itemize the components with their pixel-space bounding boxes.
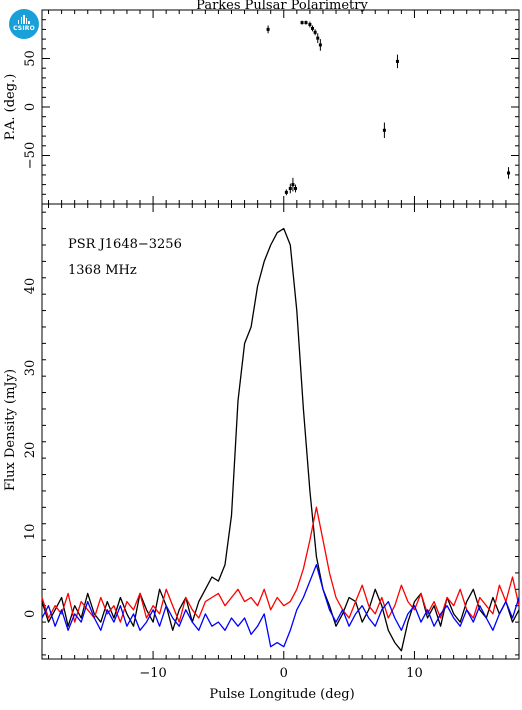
flux-series <box>41 227 520 652</box>
flux-y-tick-label: 0 <box>23 610 38 618</box>
chart-title: Parkes Pulsar Polarimetry <box>196 0 368 13</box>
pa-y-tick-label: −50 <box>23 142 38 169</box>
flux-x-tick-label: 0 <box>280 666 288 681</box>
pa-point <box>395 59 399 63</box>
flux-y-tick-label: 30 <box>23 360 38 377</box>
flux-x-tick-label: −10 <box>139 666 166 681</box>
pulsar-name-annotation: PSR J1648−3256 <box>68 237 182 252</box>
pa-point <box>300 21 304 25</box>
x-axis-label: Pulse Longitude (deg) <box>209 687 354 702</box>
pa-point <box>304 21 308 25</box>
pa-point <box>294 186 298 190</box>
pa-point <box>507 171 511 175</box>
pa-point <box>318 43 322 47</box>
flux-series-line-2 <box>41 564 520 648</box>
pa-panel-frame <box>41 9 520 205</box>
pa-ticks: 50 0 −50 <box>23 9 519 205</box>
csiro-logo-icon: CSIRO <box>9 9 39 39</box>
flux-axis-label: Flux Density (mJy) <box>3 369 18 491</box>
pa-point <box>291 183 295 187</box>
frequency-annotation: 1368 MHz <box>68 263 137 278</box>
pa-axis-label: P.A. (deg.) <box>3 74 18 141</box>
pa-panel: 50 0 −50 P.A. (deg.) <box>3 9 520 205</box>
pa-point <box>308 23 312 27</box>
flux-panel-frame <box>41 203 520 660</box>
flux-series-line-1 <box>41 506 520 623</box>
flux-y-tick-label: 40 <box>23 278 38 295</box>
flux-ticks: 0 10 20 30 40 −10 0 10 <box>23 204 519 681</box>
pa-point <box>313 30 317 34</box>
pa-point <box>266 27 270 31</box>
pa-point <box>284 190 288 194</box>
logo-text: CSIRO <box>13 25 35 32</box>
logo-bars <box>18 15 30 24</box>
flux-x-tick-label: 10 <box>406 666 423 681</box>
flux-series-line-0 <box>41 227 520 652</box>
pa-point <box>316 36 320 40</box>
flux-y-tick-label: 20 <box>23 442 38 459</box>
pa-y-tick-label: 0 <box>23 103 38 111</box>
pa-points <box>266 20 511 196</box>
pa-point <box>311 26 315 30</box>
pa-y-tick-label: 50 <box>23 50 38 67</box>
pa-point <box>382 128 386 132</box>
pa-point <box>288 186 292 190</box>
flux-y-tick-label: 10 <box>23 524 38 541</box>
